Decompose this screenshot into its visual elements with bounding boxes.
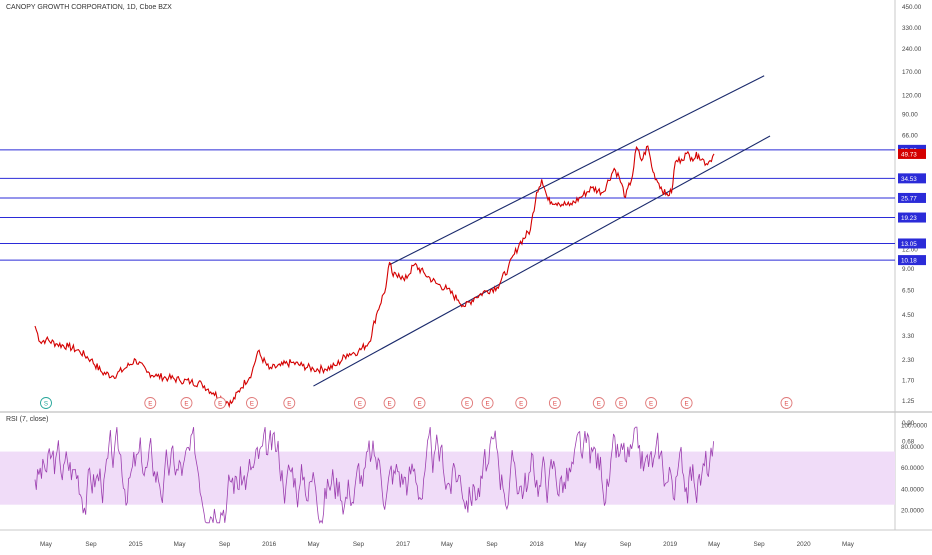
time-tick-label: May xyxy=(575,541,588,548)
time-tick-label: May xyxy=(40,541,53,548)
rsi-tick-label: 80.0000 xyxy=(901,444,924,451)
earnings-event-marker[interactable] xyxy=(383,397,396,409)
price-tick-label: 240.00 xyxy=(902,46,922,53)
event-marker-label: S xyxy=(44,400,48,407)
earnings-event-marker[interactable] xyxy=(515,397,528,409)
earnings-event-marker[interactable] xyxy=(645,397,658,409)
time-tick-label: Sep xyxy=(753,541,765,548)
earnings-event-marker[interactable] xyxy=(680,397,693,409)
price-tick-label: 450.00 xyxy=(902,4,922,11)
price-tick-label: 1.70 xyxy=(902,377,915,384)
earnings-event-marker[interactable] xyxy=(481,397,494,409)
price-tick-label: 3.30 xyxy=(902,333,915,340)
earnings-event-marker[interactable] xyxy=(461,397,474,409)
earnings-event-marker[interactable] xyxy=(592,397,605,409)
event-marker-label: E xyxy=(250,400,254,407)
rsi-series-line xyxy=(34,426,714,525)
price-tick-label: 120.00 xyxy=(902,92,922,99)
price-tick-label: 170.00 xyxy=(902,69,922,76)
time-tick-label: May xyxy=(174,541,187,548)
level-price-badge xyxy=(898,173,926,184)
rsi-band xyxy=(0,451,895,505)
time-tick-label: 2020 xyxy=(797,541,812,548)
earnings-event-marker[interactable] xyxy=(615,397,628,409)
event-marker-label: E xyxy=(685,400,689,407)
level-price-label: 19.23 xyxy=(901,215,917,222)
earnings-event-marker[interactable] xyxy=(214,397,227,409)
time-tick-label: May xyxy=(441,541,454,548)
chart-title: CANOPY GROWTH CORPORATION, 1D, Cboe BZX xyxy=(6,4,172,11)
price-tick-label: 1.25 xyxy=(902,398,915,405)
price-tick-label: 2.30 xyxy=(902,357,915,364)
event-marker-label: E xyxy=(649,400,653,407)
time-tick-label: 2019 xyxy=(663,541,678,548)
rsi-tick-label: 100.0000 xyxy=(901,423,928,430)
price-tick-label: 330.00 xyxy=(902,25,922,32)
time-tick-label: Sep xyxy=(85,541,97,548)
earnings-event-marker[interactable] xyxy=(413,397,426,409)
earnings-event-marker[interactable] xyxy=(548,397,561,409)
last-price-label: 49.73 xyxy=(901,151,917,158)
time-tick-label: Sep xyxy=(486,541,498,548)
level-price-label: 25.77 xyxy=(901,195,917,202)
time-tick-label: Sep xyxy=(353,541,365,548)
price-tick-label: 0.68 xyxy=(902,439,915,446)
price-tick-label: 90.00 xyxy=(902,112,918,119)
price-tick-label: 66.00 xyxy=(902,133,918,140)
rsi-tick-label: 20.0000 xyxy=(901,508,924,515)
price-tick-label: 4.50 xyxy=(902,312,915,319)
level-price-label: 10.18 xyxy=(901,258,917,265)
event-marker-label: E xyxy=(287,400,291,407)
price-series-line xyxy=(34,145,715,409)
event-marker-label: E xyxy=(619,400,623,407)
time-tick-label: May xyxy=(708,541,721,548)
event-marker-label: E xyxy=(218,400,222,407)
event-marker-label: E xyxy=(387,400,391,407)
level-price-badge xyxy=(898,212,926,223)
earnings-event-marker[interactable] xyxy=(353,397,366,409)
time-tick-label: Sep xyxy=(219,541,231,548)
time-tick-label: May xyxy=(307,541,320,548)
time-tick-label: 2018 xyxy=(530,541,545,548)
event-marker-label: E xyxy=(519,400,523,407)
event-marker-label: E xyxy=(148,400,152,407)
price-tick-label: 9.00 xyxy=(902,266,915,273)
price-tick-label: 6.50 xyxy=(902,288,915,295)
earnings-event-marker[interactable] xyxy=(180,397,193,409)
time-tick-label: Sep xyxy=(620,541,632,548)
event-marker-label: E xyxy=(184,400,188,407)
time-tick-label: 2015 xyxy=(129,541,144,548)
level-price-badge xyxy=(898,192,926,203)
level-price-label: 13.05 xyxy=(901,241,917,248)
channel-line-lower[interactable] xyxy=(313,135,771,387)
event-marker-label: E xyxy=(784,400,788,407)
earnings-event-marker[interactable] xyxy=(283,397,296,409)
level-price-label: 34.53 xyxy=(901,176,917,183)
price-tick-label: 0.90 xyxy=(902,420,915,427)
last-price-badge xyxy=(898,148,926,159)
rsi-indicator-label: RSI (7, close) xyxy=(6,416,49,423)
event-marker-label: E xyxy=(553,400,557,407)
price-tick-label: 12.00 xyxy=(902,247,918,254)
channel-line-upper[interactable] xyxy=(389,75,765,266)
time-tick-label: May xyxy=(842,541,855,548)
rsi-tick-label: 40.0000 xyxy=(901,486,924,493)
event-marker-label: E xyxy=(465,400,469,407)
rsi-tick-label: 60.0000 xyxy=(901,465,924,472)
level-price-badge xyxy=(898,238,926,249)
split-event-marker[interactable] xyxy=(40,397,52,409)
earnings-event-marker[interactable] xyxy=(780,397,793,409)
level-price-badge xyxy=(898,255,926,266)
event-marker-label: E xyxy=(358,400,362,407)
time-tick-label: 2017 xyxy=(396,541,411,548)
time-tick-label: 2016 xyxy=(262,541,277,548)
event-marker-label: E xyxy=(417,400,421,407)
earnings-event-marker[interactable] xyxy=(144,397,157,409)
earnings-event-marker[interactable] xyxy=(246,397,258,409)
event-marker-label: E xyxy=(486,400,490,407)
event-marker-label: E xyxy=(597,400,601,407)
